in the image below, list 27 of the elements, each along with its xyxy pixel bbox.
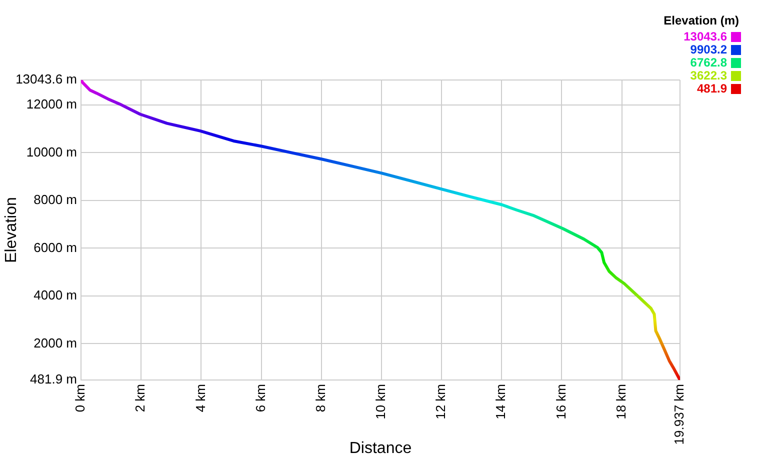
color-bar-label: 6762.8	[690, 55, 728, 70]
color-bar-title: Elevation (m)	[664, 13, 739, 28]
x-tick-label: 4 km	[192, 384, 208, 412]
x-tick-label: 12 km	[433, 384, 448, 420]
y-axis-title: Elevation	[3, 197, 20, 263]
x-axis-title: Distance	[349, 440, 412, 457]
color-bar-label: 9903.2	[690, 42, 728, 56]
x-tick-label: 14 km	[493, 384, 508, 420]
y-tick-label: 481.9 m	[30, 372, 77, 387]
color-bar-label: 13043.6	[684, 29, 728, 44]
y-tick-label: 13043.6 m	[16, 72, 77, 87]
y-tick-label: 2000 m	[34, 335, 77, 350]
x-tick-label: 19.937 km	[672, 384, 687, 445]
y-tick-label: 4000 m	[34, 288, 77, 303]
x-tick-label: 16 km	[553, 384, 568, 420]
x-tick-label: 18 km	[613, 384, 628, 420]
color-bar-label: 481.9	[696, 81, 728, 96]
x-tick-label: 6 km	[252, 384, 268, 412]
y-tick-label: 10000 m	[26, 144, 77, 160]
x-tick-label: 0 km	[72, 384, 88, 412]
x-tick-label: 10 km	[373, 384, 388, 420]
x-tick-label: 8 km	[312, 384, 328, 412]
y-tick-label: 12000 m	[26, 96, 77, 112]
color-bar-label: 3622.3	[690, 68, 728, 82]
x-tick-label: 2 km	[132, 384, 148, 412]
y-tick-label: 8000 m	[34, 192, 77, 208]
y-tick-label: 6000 m	[34, 240, 77, 255]
